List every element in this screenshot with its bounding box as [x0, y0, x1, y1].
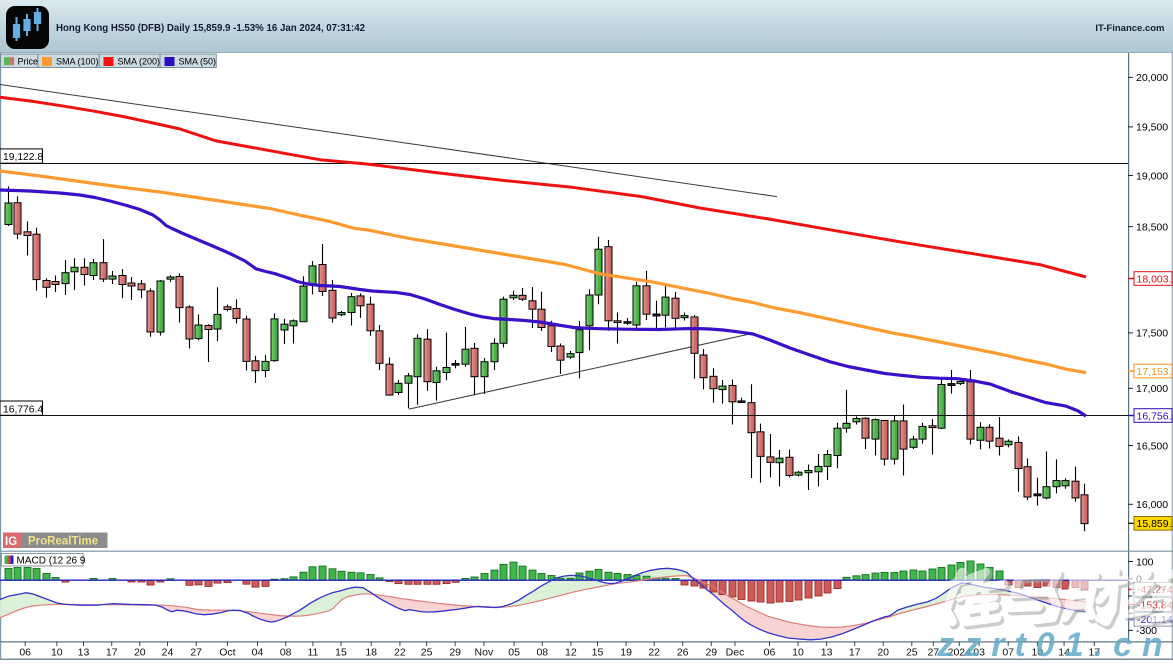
svg-text:10: 10	[792, 647, 804, 659]
svg-text:zzrt01.cn: zzrt01.cn	[936, 626, 1173, 660]
svg-text:20,000: 20,000	[1136, 72, 1168, 84]
svg-text:05: 05	[508, 647, 520, 659]
svg-text:13: 13	[78, 647, 90, 659]
svg-text:SMA (200): SMA (200)	[118, 57, 161, 67]
svg-text:Oct: Oct	[219, 647, 235, 659]
svg-text:08: 08	[280, 647, 292, 659]
svg-text:17,000: 17,000	[1136, 383, 1168, 395]
svg-text:100: 100	[1136, 556, 1154, 568]
svg-text:ProRealTime: ProRealTime	[28, 536, 98, 548]
svg-text:27: 27	[190, 647, 202, 659]
svg-text:19,122.8: 19,122.8	[3, 152, 43, 163]
svg-text:13: 13	[821, 647, 833, 659]
svg-text:10: 10	[51, 647, 63, 659]
svg-text:SMA (100): SMA (100)	[56, 57, 99, 67]
svg-text:16,756..: 16,756..	[1137, 410, 1173, 422]
svg-text:Dec: Dec	[726, 647, 745, 659]
svg-text:MACD (12 26 9: MACD (12 26 9	[17, 556, 86, 567]
svg-text:19,000: 19,000	[1136, 170, 1168, 182]
svg-text:19,500: 19,500	[1136, 122, 1168, 134]
svg-text:18: 18	[365, 647, 377, 659]
svg-text:25: 25	[906, 647, 918, 659]
svg-text:22: 22	[394, 647, 406, 659]
svg-text:17: 17	[106, 647, 118, 659]
svg-text:IT-Finance.com: IT-Finance.com	[1095, 23, 1164, 34]
svg-text:17,153..: 17,153..	[1137, 366, 1173, 378]
svg-text:26: 26	[677, 647, 689, 659]
svg-text:15: 15	[592, 647, 604, 659]
svg-text:11: 11	[307, 647, 318, 659]
svg-text:Price: Price	[18, 57, 39, 67]
svg-text:04: 04	[252, 647, 264, 659]
svg-text:12: 12	[565, 647, 577, 659]
svg-text:25: 25	[421, 647, 433, 659]
svg-text:16,500: 16,500	[1136, 440, 1168, 452]
svg-text:24: 24	[162, 647, 174, 659]
svg-text:15,859..: 15,859..	[1137, 518, 1173, 530]
svg-text:29: 29	[449, 647, 461, 659]
svg-text:20: 20	[877, 647, 889, 659]
svg-text:IG: IG	[5, 536, 17, 548]
svg-text:17: 17	[849, 647, 861, 659]
svg-text:16,000: 16,000	[1136, 499, 1168, 511]
svg-text:08: 08	[536, 647, 548, 659]
svg-text:SMA (50): SMA (50)	[179, 57, 217, 67]
svg-text:22: 22	[648, 647, 660, 659]
svg-text:15: 15	[335, 647, 347, 659]
svg-text:Nov: Nov	[475, 647, 494, 659]
svg-text:17,500: 17,500	[1136, 328, 1168, 340]
svg-text:06: 06	[764, 647, 776, 659]
svg-text:06: 06	[19, 647, 31, 659]
svg-text:19: 19	[620, 647, 632, 659]
svg-text:18,003..: 18,003..	[1137, 273, 1173, 285]
svg-text:20: 20	[134, 647, 146, 659]
svg-text:Hong Kong HS50 (DFB) Daily 15,: Hong Kong HS50 (DFB) Daily 15,859.9 -1.5…	[56, 23, 365, 34]
svg-text:18,500: 18,500	[1136, 221, 1168, 233]
svg-text:16,776.4: 16,776.4	[3, 404, 43, 415]
svg-text:29: 29	[705, 647, 717, 659]
